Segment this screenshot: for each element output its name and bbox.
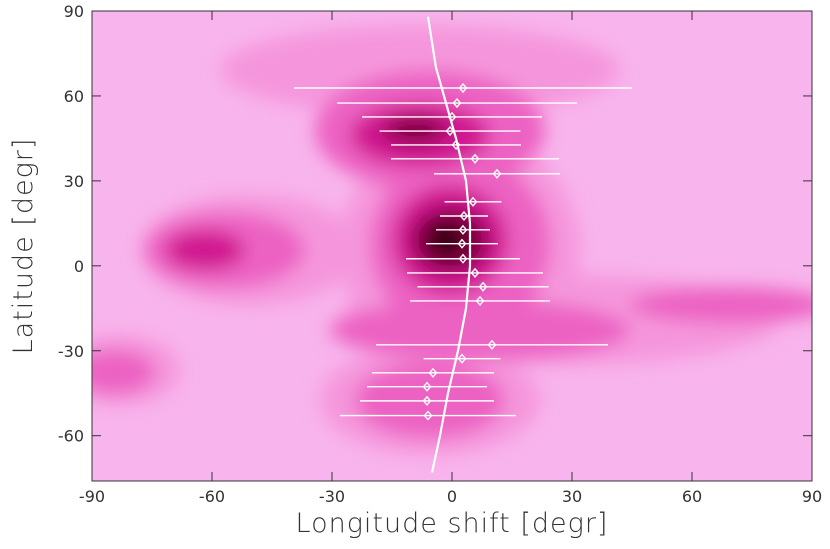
y-tick-label: -30 (58, 342, 84, 361)
data-point (458, 82, 468, 94)
x-tick-label: -90 (79, 487, 105, 506)
data-point (459, 210, 469, 222)
y-tick-label: 60 (64, 87, 84, 106)
data-point (451, 139, 461, 150)
data-point (470, 153, 480, 164)
x-tick-label: 0 (447, 487, 457, 506)
y-tick-label: 0 (74, 257, 84, 276)
y-tick-label: 30 (64, 172, 84, 191)
y-tick-label: -60 (58, 427, 84, 446)
data-point (457, 353, 467, 364)
x-tick-label: 60 (682, 487, 702, 506)
data-point (457, 238, 467, 249)
data-point (458, 253, 468, 264)
y-axis-title: Latitude [degr] (8, 138, 39, 355)
data-point (492, 168, 502, 179)
density-map (92, 11, 812, 481)
x-tick-label: 30 (562, 487, 582, 506)
x-tick-label: -30 (319, 487, 345, 506)
data-point (475, 295, 485, 306)
data-point (468, 196, 478, 207)
y-tick-label: 90 (64, 2, 84, 21)
data-point (422, 381, 432, 392)
data-point (487, 339, 497, 350)
data-point (458, 224, 468, 235)
data-point (445, 125, 455, 137)
data-point (470, 267, 480, 278)
data-point (478, 281, 488, 292)
x-tick-label: -60 (199, 487, 225, 506)
data-point (422, 395, 432, 406)
data-point (428, 367, 438, 378)
x-tick-label: 90 (802, 487, 822, 506)
x-axis-title: Longitude shift [degr] (296, 508, 609, 539)
data-point (452, 97, 462, 109)
data-point (447, 111, 457, 122)
data-point (423, 410, 433, 421)
